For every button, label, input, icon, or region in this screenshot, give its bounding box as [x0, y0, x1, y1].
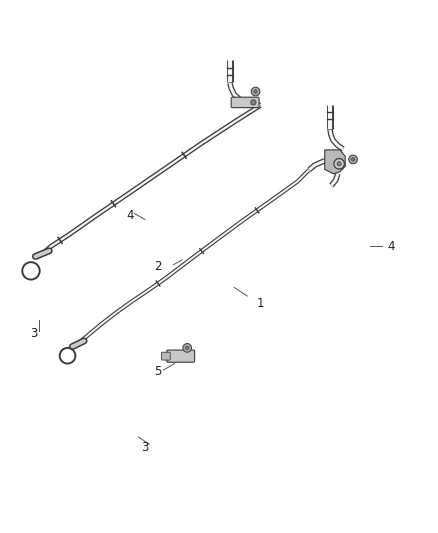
Circle shape: [183, 344, 191, 352]
FancyBboxPatch shape: [162, 352, 170, 360]
Circle shape: [185, 346, 189, 350]
Text: 5: 5: [154, 365, 162, 378]
Circle shape: [22, 262, 40, 279]
Text: 1: 1: [257, 297, 264, 310]
Circle shape: [337, 161, 341, 166]
Text: 3: 3: [141, 441, 148, 454]
Text: 2: 2: [154, 260, 162, 273]
Circle shape: [349, 155, 357, 164]
Text: 4: 4: [126, 208, 134, 222]
Circle shape: [60, 348, 75, 364]
Circle shape: [251, 100, 256, 105]
FancyBboxPatch shape: [231, 97, 259, 108]
Circle shape: [351, 158, 355, 161]
Circle shape: [251, 87, 260, 96]
FancyBboxPatch shape: [167, 350, 194, 362]
Circle shape: [254, 90, 257, 93]
Circle shape: [334, 158, 344, 169]
Polygon shape: [325, 150, 345, 174]
Text: 4: 4: [387, 240, 395, 253]
Text: 3: 3: [30, 327, 38, 341]
